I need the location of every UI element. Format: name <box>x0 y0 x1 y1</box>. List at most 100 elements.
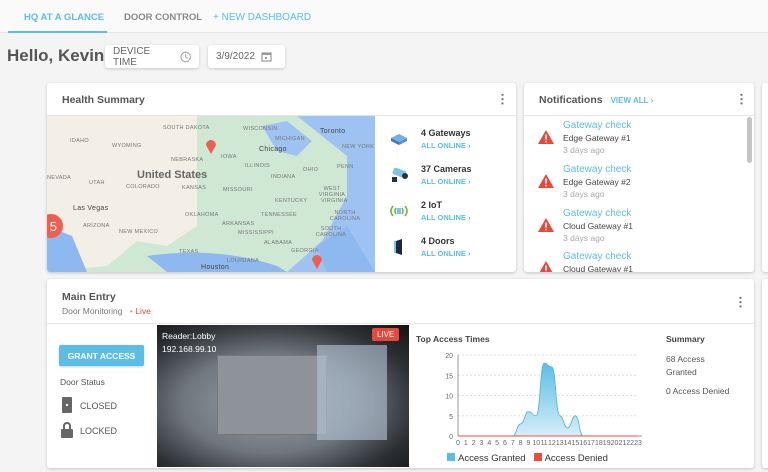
summary-granted: 68 Access Granted <box>666 354 705 377</box>
x-tick-label: 10 <box>532 440 540 447</box>
camera-feed[interactable]: Reader:Lobby 192.168.99.10 LIVE <box>157 325 409 467</box>
y-tick-label: 0 <box>449 434 453 441</box>
map-label: MICHIGAN <box>275 136 305 142</box>
x-tick-label: 21 <box>618 440 626 447</box>
map-label: INDIANA <box>271 174 296 180</box>
door-icon <box>394 239 402 255</box>
warning-icon <box>538 218 554 232</box>
clock-icon <box>179 51 191 62</box>
y-tick-label: 20 <box>445 353 453 360</box>
notification-time: 3 days ago <box>563 145 605 155</box>
health-summary-card: Health Summary ··· SOUTH DAKOTA WISCONSI… <box>47 83 516 272</box>
warning-icon <box>539 261 553 272</box>
camera-reader: Reader:Lobby <box>162 331 216 341</box>
map-label: WEST VIRGINIA <box>318 186 346 198</box>
notification-item[interactable]: Gateway check Cloud Gateway #1 <box>538 251 633 272</box>
notification-item[interactable]: Gateway check Edge Gateway #2 3 days ago <box>538 164 631 199</box>
chart-legend: Access Granted Access Denied <box>447 453 608 464</box>
divider <box>524 115 754 116</box>
legend-denied[interactable]: Access Denied <box>533 453 608 464</box>
camera-icon <box>392 167 408 182</box>
map-cluster-marker[interactable]: 5 <box>47 214 63 238</box>
date-picker[interactable]: 3/9/2022 <box>208 45 285 68</box>
notifications-card: Notifications VIEW ALL › ··· Gateway che… <box>524 83 754 272</box>
map-label: SOUTH CAROLINA <box>315 226 347 238</box>
map-label: NORTH CAROLINA <box>329 210 361 222</box>
notification-title[interactable]: Gateway check <box>563 208 632 219</box>
x-tick-label: 17 <box>587 440 595 447</box>
live-badge: LIVE <box>372 328 400 341</box>
x-tick-label: 3 <box>480 440 484 447</box>
x-tick-label: 6 <box>503 440 507 447</box>
notification-title[interactable]: Gateway check <box>563 251 632 262</box>
main-entry-menu-button[interactable]: ··· <box>733 296 748 309</box>
device-status-link[interactable]: ALL ONLINE › <box>421 141 471 150</box>
notification-title[interactable]: Gateway check <box>563 164 632 175</box>
notification-source: Cloud Gateway #1 <box>563 264 633 272</box>
grant-access-button[interactable]: GRANT ACCESS <box>59 345 144 366</box>
summary-title: Summary <box>666 334 705 344</box>
door-state: CLOSED <box>80 401 118 411</box>
map-label: NEW YORK <box>342 144 375 150</box>
x-tick-label: 12 <box>548 440 556 447</box>
door-status-label: Door Status <box>60 377 105 387</box>
notification-source: Cloud Gateway #1 <box>563 221 633 231</box>
tab-hq-at-a-glance[interactable]: HQ AT A GLANCE <box>24 12 105 23</box>
calendar-icon <box>261 52 272 62</box>
map-label: IOWA <box>221 154 237 160</box>
map-label: VIRGINIA <box>321 198 348 204</box>
door-closed-icon <box>62 397 72 413</box>
map-label: NEVADA <box>47 175 72 181</box>
device-status-link[interactable]: ALL ONLINE › <box>421 249 471 258</box>
device-count: 4 Doors <box>421 236 455 246</box>
y-tick-label: 15 <box>445 373 453 380</box>
iot-icon <box>390 205 408 217</box>
notifications-header: Notifications VIEW ALL › <box>539 94 653 106</box>
device-cameras: 37 Cameras ALL ONLINE › <box>389 164 472 186</box>
legend-granted[interactable]: Access Granted <box>447 453 526 464</box>
x-tick-label: 14 <box>564 440 572 447</box>
gateway-icon <box>391 134 407 145</box>
notification-title[interactable]: Gateway check <box>563 120 632 131</box>
divider <box>47 323 754 324</box>
scrollbar[interactable] <box>747 117 752 163</box>
map[interactable]: SOUTH DAKOTA WISCONSIN IDAHO WYOMING MIC… <box>47 116 375 272</box>
partial-card <box>762 83 768 272</box>
map-label: MISSISSIPPI <box>238 230 275 236</box>
x-tick-label: 8 <box>519 440 523 447</box>
map-label: IDAHO <box>70 138 89 144</box>
device-count: 4 Gateways <box>421 128 471 138</box>
device-status-link[interactable]: ALL ONLINE › <box>421 177 471 186</box>
map-label: KENTUCKY <box>275 198 308 204</box>
view-all-link[interactable]: VIEW ALL › <box>610 96 654 105</box>
new-dashboard-link[interactable]: + NEW DASHBOARD <box>213 12 312 23</box>
map-label: OKLAHOMA <box>185 212 219 218</box>
map-label: Chicago <box>259 146 287 153</box>
map-terrain <box>47 116 375 272</box>
tab-door-control[interactable]: DOOR CONTROL <box>124 12 203 23</box>
y-tick-label: 5 <box>449 414 453 421</box>
device-status-link[interactable]: ALL ONLINE › <box>421 213 471 222</box>
notification-item[interactable]: Gateway check Edge Gateway #1 3 days ago <box>538 120 631 155</box>
map-pin-icon[interactable] <box>205 138 217 155</box>
x-tick-label: 2 <box>472 440 476 447</box>
notification-item[interactable]: Gateway check Cloud Gateway #1 3 days ago <box>538 208 633 243</box>
map-label: WYOMING <box>112 143 142 149</box>
x-tick-label: 4 <box>487 440 491 447</box>
x-tick-label: 16 <box>579 440 587 447</box>
map-label: ALABAMA <box>264 240 293 246</box>
greeting: Hello, Kevin! <box>7 46 110 65</box>
x-tick-label: 18 <box>595 440 603 447</box>
device-time-button[interactable]: DEVICE TIME <box>105 45 199 68</box>
health-summary-title: Health Summary <box>62 94 145 106</box>
date-value: 3/9/2022 <box>216 51 255 62</box>
map-label: ARKANSAS <box>222 221 255 227</box>
x-tick-label: 9 <box>526 440 530 447</box>
device-iot: 2 IoT ALL ONLINE › <box>389 200 470 222</box>
map-pin-icon[interactable] <box>311 253 323 270</box>
health-menu-button[interactable]: ··· <box>495 93 510 106</box>
notifications-menu-button[interactable]: ··· <box>734 93 749 106</box>
lock-icon <box>61 422 73 438</box>
map-label: United States <box>137 169 208 181</box>
